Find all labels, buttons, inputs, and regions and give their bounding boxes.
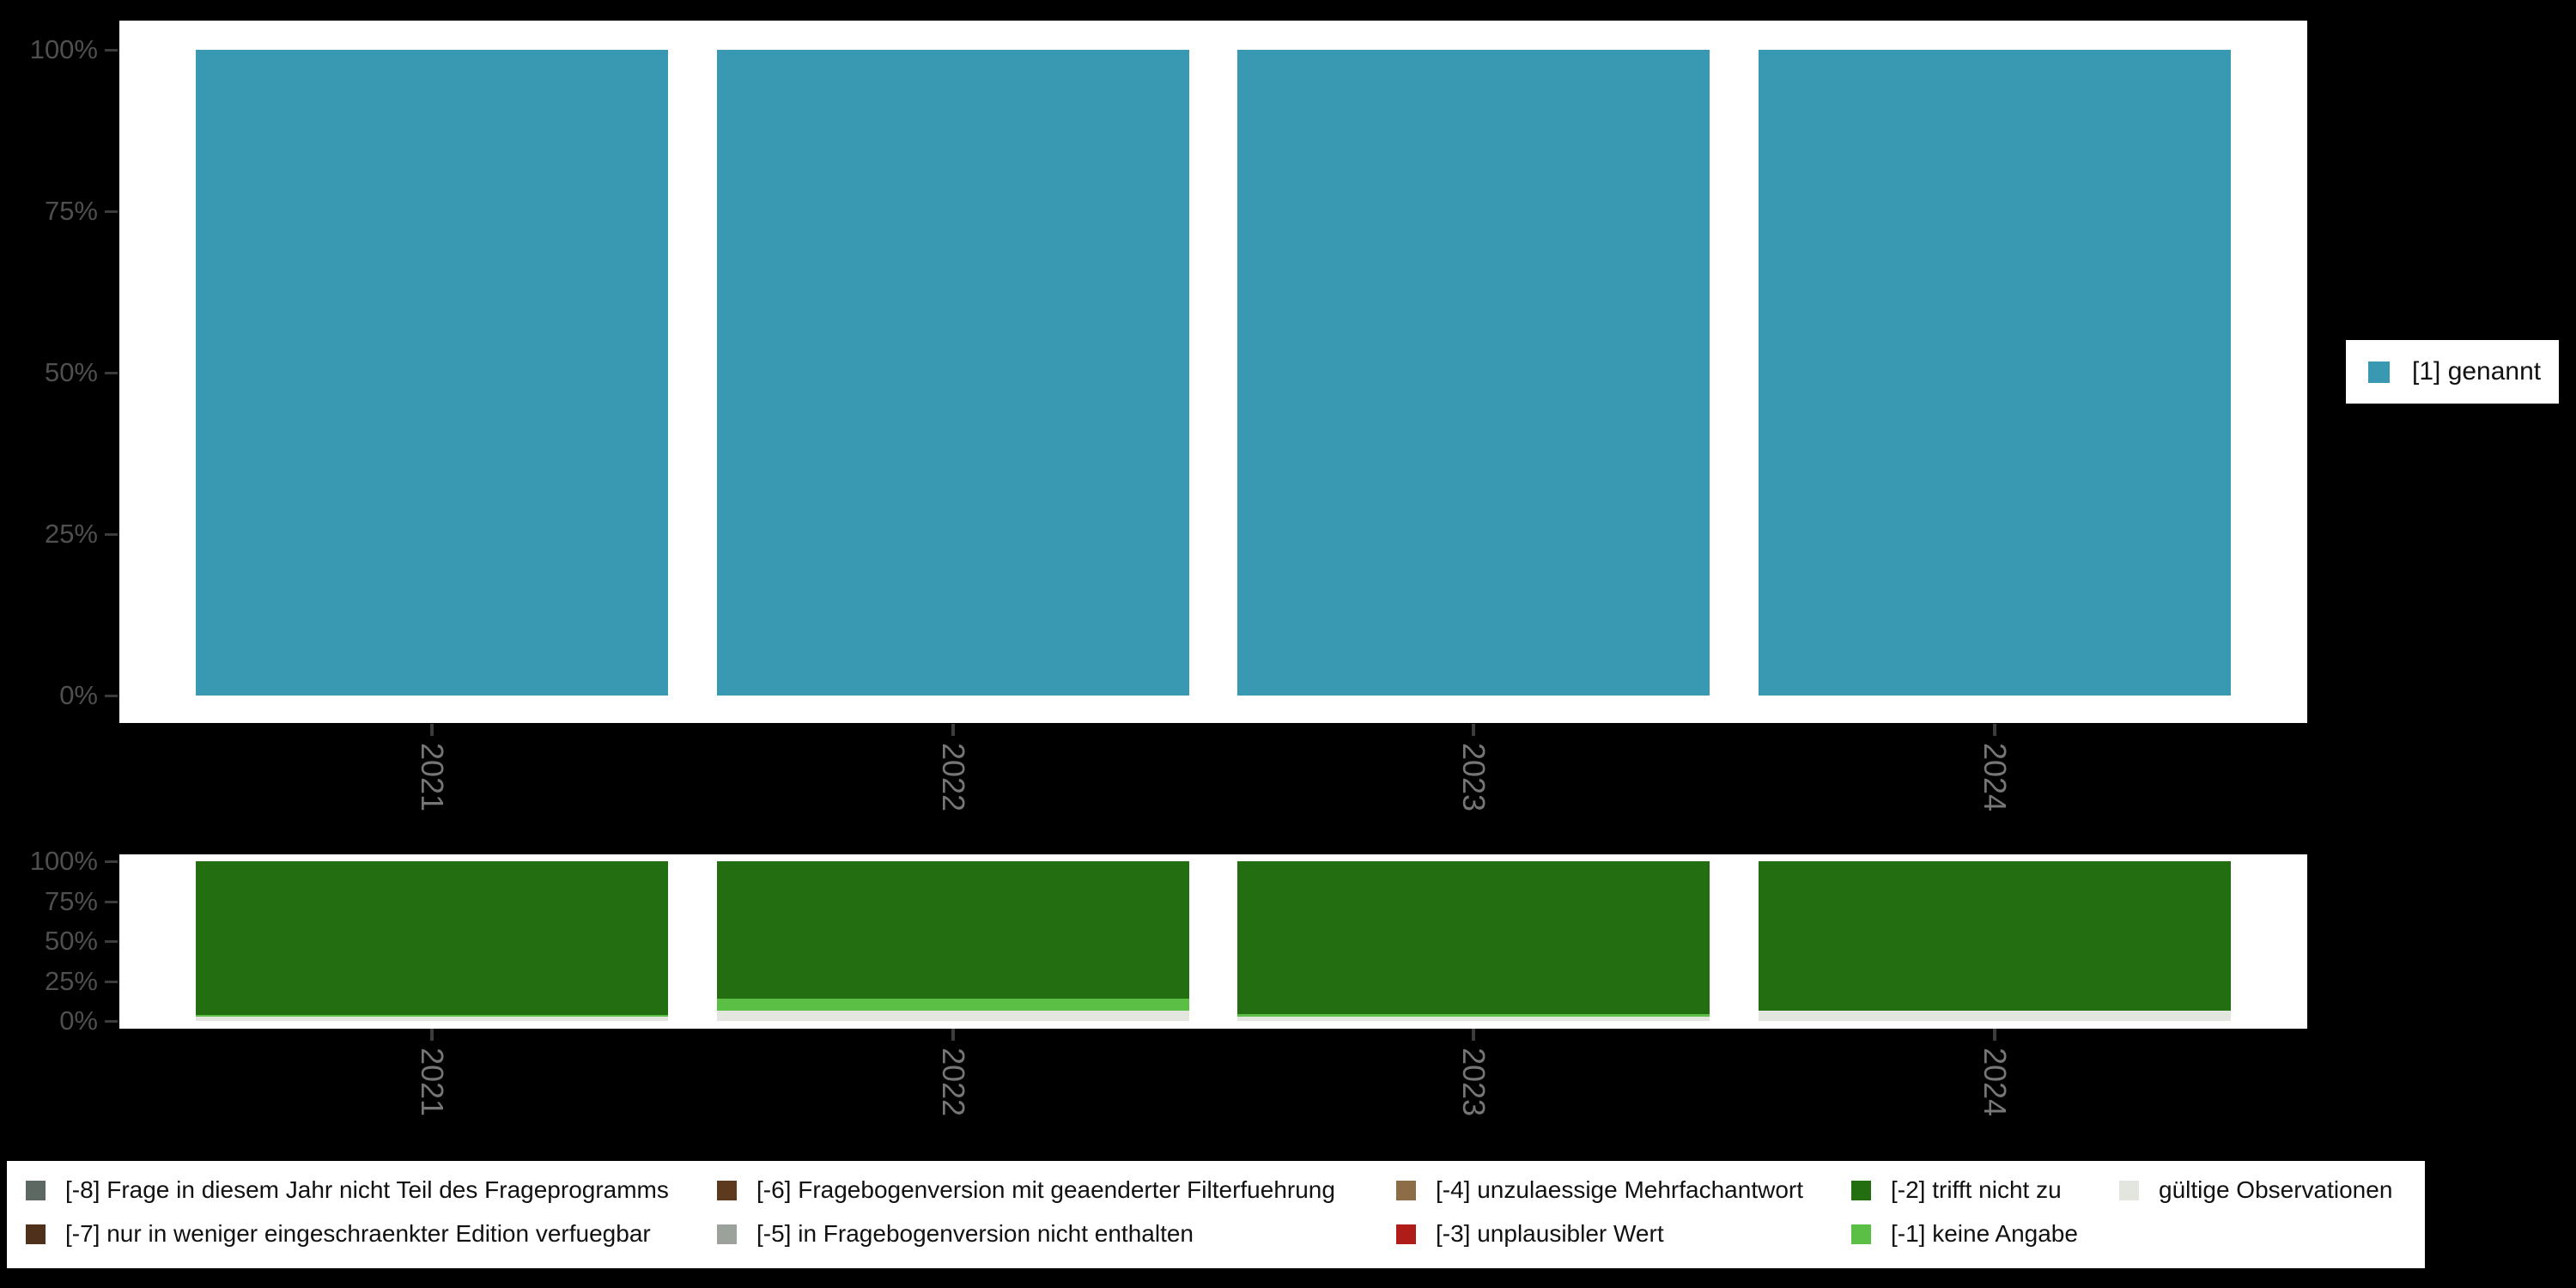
bottom-panel-y-tick-label: 25% [44,965,98,996]
legend-item: [-6] Fragebogenversion mit geaenderter F… [717,1176,1335,1205]
bottom-panel-x-tick-label: 2024 [1952,1039,2038,1125]
legend-label: [-1] keine Angabe [1891,1220,2078,1247]
bar-segment-2023 [1237,1014,1710,1017]
legend-item: [-8] Frage in diesem Jahr nicht Teil des… [26,1176,669,1205]
top-panel-y-tick [105,695,118,697]
legend-item: [1] genannt [2368,357,2541,386]
bar-segment-2024 [1759,861,2231,1012]
year-label-text: 2023 [1456,1047,1492,1117]
bar-segment-2022 [717,1010,1189,1021]
top-panel [119,21,2307,723]
bottom-panel-x-tick [1472,1029,1475,1041]
legend-key [1851,1224,1871,1244]
legend-key [717,1224,737,1244]
year-label-text: 2024 [1978,1047,2013,1117]
bar-segment-2023 [1237,861,1710,1014]
top-panel-x-tick [1472,724,1475,736]
legend-item: [-4] unzulaessige Mehrfachantwort [1396,1176,1803,1205]
legend-bottom: [-8] Frage in diesem Jahr nicht Teil des… [7,1161,2425,1268]
bar-segment-2021 [196,861,668,1015]
legend-key [1851,1180,1871,1200]
legend-key [1396,1224,1416,1244]
bottom-panel [119,854,2307,1029]
bar-segment-2024 [1759,1011,2231,1021]
bottom-panel-y-tick-label: 50% [44,926,98,956]
bottom-panel-y-tick-label: 75% [44,885,98,916]
legend-label: [-7] nur in weniger eingeschraenkter Edi… [65,1220,651,1247]
bar-2021 [196,50,668,696]
top-panel-y-tick-label: 50% [44,357,98,387]
top-panel-y-tick-label: 75% [44,196,98,226]
legend-label: [-3] unplausibler Wert [1436,1220,1664,1247]
top-panel-y-tick-label: 100% [29,34,98,64]
year-label-text: 2021 [415,1047,450,1117]
bottom-panel-x-tick [1993,1029,1996,1041]
top-panel-x-tick-label: 2021 [389,734,475,820]
top-panel-x-tick-label: 2022 [910,734,996,820]
legend-key [717,1180,737,1200]
year-label-text: 2023 [1456,742,1492,812]
legend-label: [-8] Frage in diesem Jahr nicht Teil des… [65,1176,669,1203]
legend-key [1396,1180,1416,1200]
bar-segment-2022 [717,861,1189,999]
bottom-panel-y-tick [105,900,118,903]
top-panel-y-tick [105,210,118,213]
bar-2024 [1759,50,2231,696]
legend-item: [-5] in Fragebogenversion nicht enthalte… [717,1219,1194,1249]
bottom-panel-y-tick [105,1020,118,1023]
bottom-panel-x-tick [951,1029,955,1041]
bottom-panel-y-tick [105,980,118,983]
top-panel-y-tick [105,533,118,536]
legend-label-genannt: [1] genannt [2412,357,2542,386]
bar-segment-2023 [1237,1016,1710,1021]
top-panel-x-tick [1993,724,1996,736]
legend-key-genannt [2368,361,2390,383]
legend-label: [-4] unzulaessige Mehrfachantwort [1436,1176,1803,1203]
top-panel-y-tick-label: 25% [44,519,98,549]
bar-segment-2022 [717,999,1189,1011]
year-label-text: 2021 [415,742,450,812]
bar-2022 [717,50,1189,696]
legend-item: [-7] nur in weniger eingeschraenkter Edi… [26,1219,651,1249]
top-panel-y-tick [105,49,118,52]
bottom-panel-x-tick-label: 2021 [389,1039,475,1125]
top-panel-x-tick-label: 2024 [1952,734,2038,820]
bottom-panel-x-tick-label: 2023 [1431,1039,1516,1125]
bottom-panel-y-tick [105,940,118,943]
top-panel-x-tick [430,724,434,736]
legend-item: [-2] trifft nicht zu [1851,1176,2062,1205]
top-panel-x-tick-label: 2023 [1431,734,1516,820]
year-label-text: 2022 [936,1047,971,1117]
bar-segment-2021 [196,1014,668,1017]
bottom-panel-x-tick-label: 2022 [910,1039,996,1125]
bar-segment-2021 [196,1016,668,1021]
bottom-panel-y-tick-label: 0% [59,1005,98,1036]
legend-label: [-6] Fragebogenversion mit geaenderter F… [756,1176,1335,1203]
legend-key [26,1224,46,1244]
legend-label: [-5] in Fragebogenversion nicht enthalte… [756,1220,1194,1247]
bar-2023 [1237,50,1710,696]
legend-label: gültige Observationen [2159,1176,2393,1203]
bottom-panel-y-tick-label: 100% [29,846,98,876]
top-panel-x-tick [951,724,955,736]
legend-key [2119,1180,2139,1200]
top-panel-y-tick [105,372,118,374]
legend-item: gültige Observationen [2119,1176,2392,1205]
legend-item: [-3] unplausibler Wert [1396,1219,1664,1249]
legend-label: [-2] trifft nicht zu [1891,1176,2062,1203]
legend-key [26,1180,46,1200]
bottom-panel-x-tick [430,1029,434,1041]
bottom-panel-y-tick [105,860,118,863]
legend-right: [1] genannt [2346,340,2559,404]
year-label-text: 2024 [1978,742,2013,812]
legend-item: [-1] keine Angabe [1851,1219,2078,1249]
year-label-text: 2022 [936,742,971,812]
top-panel-y-tick-label: 0% [59,680,98,710]
